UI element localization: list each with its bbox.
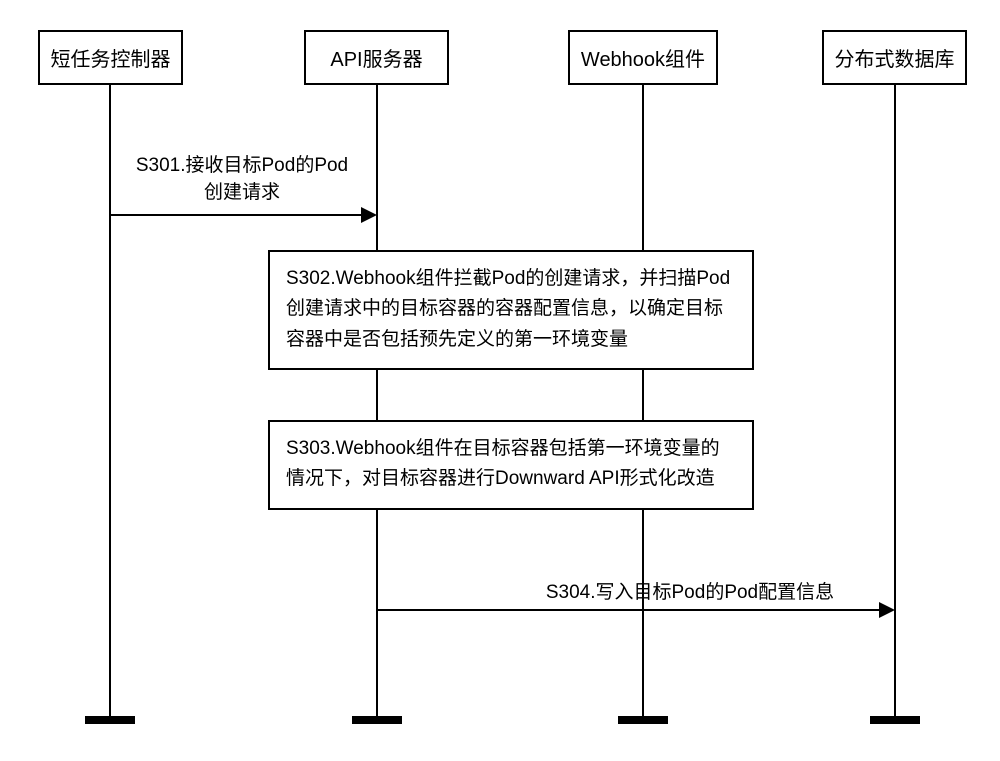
fragment-text: S302.Webhook组件拦截Pod的创建请求，并扫描Pod创建请求中的目标容…: [286, 268, 730, 350]
participant-label: Webhook组件: [581, 43, 705, 72]
message-arrow: [110, 214, 361, 216]
fragment-box: S302.Webhook组件拦截Pod的创建请求，并扫描Pod创建请求中的目标容…: [268, 250, 754, 370]
lifeline-end: [85, 716, 135, 724]
participant-box: 分布式数据库: [822, 30, 967, 85]
lifeline: [642, 85, 644, 720]
lifeline: [109, 85, 111, 720]
participant-box: API服务器: [304, 30, 449, 85]
sequence-diagram: 短任务控制器 API服务器 Webhook组件 分布式数据库 S302.Webhook组…: [0, 0, 1000, 761]
message-label: S304.写入目标Pod的Pod配置信息: [500, 580, 880, 607]
lifeline-end: [870, 716, 920, 724]
lifeline: [376, 85, 378, 720]
lifeline: [894, 85, 896, 720]
participant-box: Webhook组件: [568, 30, 718, 85]
participant-box: 短任务控制器: [38, 30, 183, 85]
fragment-box: S303.Webhook组件在目标容器包括第一环境变量的情况下，对目标容器进行D…: [268, 420, 754, 510]
participant-label: 短任务控制器: [51, 43, 171, 72]
participant-label: 分布式数据库: [835, 43, 955, 72]
message-label: S301.接收目标Pod的Pod 创建请求: [112, 153, 372, 206]
fragment-text: S303.Webhook组件在目标容器包括第一环境变量的情况下，对目标容器进行D…: [286, 438, 720, 489]
arrow-head-icon: [361, 207, 377, 223]
participant-label: API服务器: [330, 43, 422, 72]
lifeline-end: [618, 716, 668, 724]
message-arrow: [377, 609, 879, 611]
arrow-head-icon: [879, 602, 895, 618]
lifeline-end: [352, 716, 402, 724]
